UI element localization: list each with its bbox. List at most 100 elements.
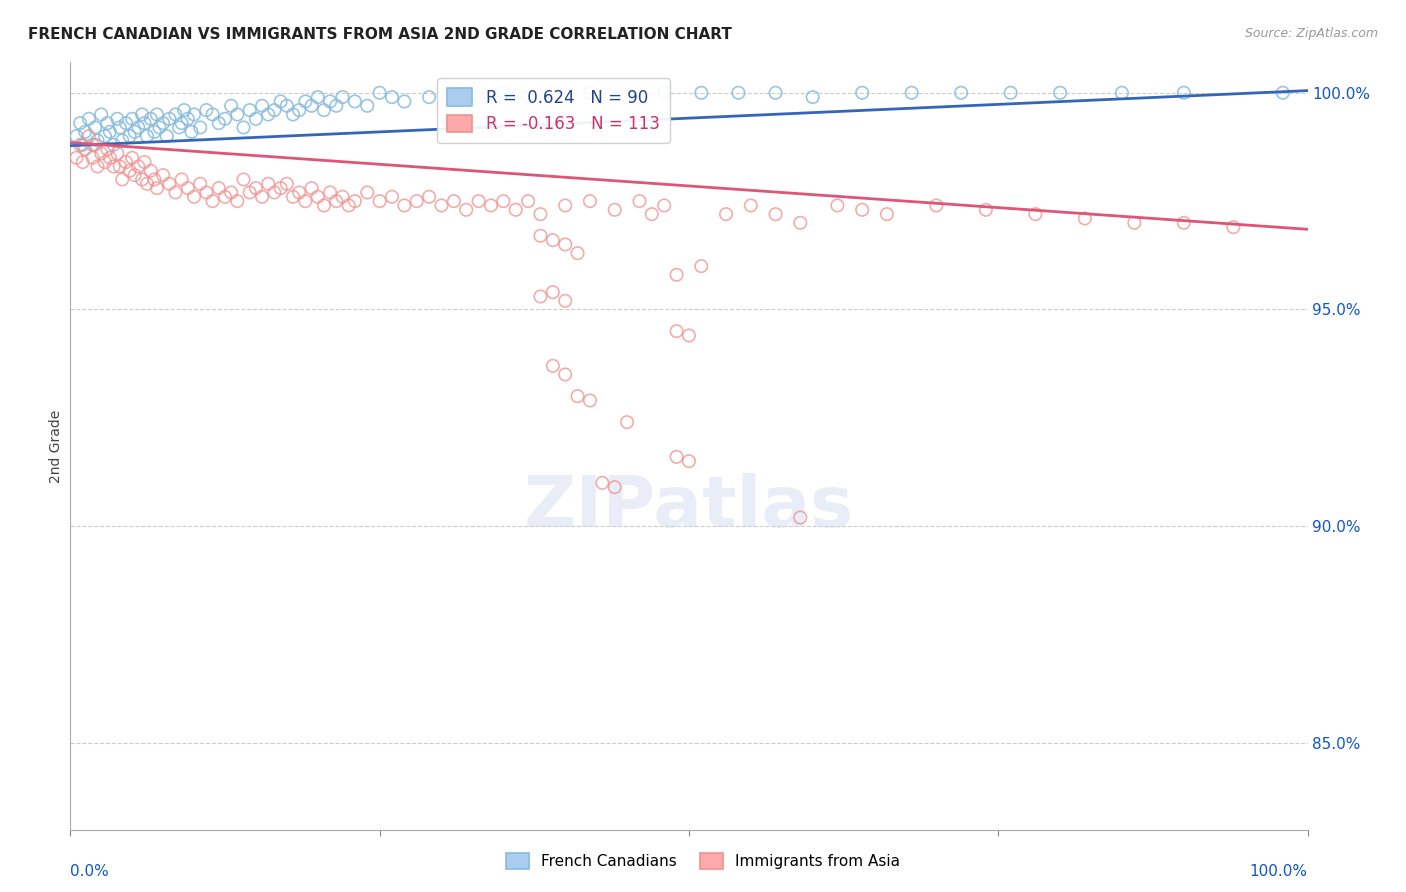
Point bbox=[900, 86, 922, 100]
Point bbox=[517, 194, 540, 208]
Point bbox=[381, 190, 404, 204]
Point bbox=[177, 112, 200, 126]
Point bbox=[263, 186, 285, 200]
Point bbox=[541, 233, 564, 247]
Point bbox=[851, 202, 873, 217]
Point bbox=[86, 133, 108, 147]
Point bbox=[146, 181, 169, 195]
Point bbox=[319, 95, 342, 109]
Point bbox=[226, 107, 249, 121]
Point bbox=[156, 129, 179, 144]
Point bbox=[143, 172, 166, 186]
Point bbox=[219, 99, 242, 113]
Point bbox=[1123, 216, 1146, 230]
Point bbox=[136, 129, 159, 144]
Point bbox=[579, 393, 602, 408]
Text: 0.0%: 0.0% bbox=[70, 864, 110, 880]
Point bbox=[467, 90, 489, 104]
Point bbox=[492, 194, 515, 208]
Point bbox=[115, 155, 138, 169]
Point bbox=[98, 125, 121, 139]
Point bbox=[146, 107, 169, 121]
Point bbox=[505, 202, 527, 217]
Point bbox=[690, 259, 713, 273]
Point bbox=[173, 103, 195, 117]
Point bbox=[690, 86, 713, 100]
Point bbox=[183, 107, 205, 121]
Point bbox=[103, 137, 125, 152]
Point bbox=[307, 90, 329, 104]
Point bbox=[226, 194, 249, 208]
Point bbox=[263, 103, 285, 117]
Point bbox=[319, 186, 342, 200]
Point bbox=[82, 151, 104, 165]
Point bbox=[789, 510, 811, 524]
Point bbox=[281, 190, 304, 204]
Point bbox=[257, 177, 280, 191]
Text: Source: ZipAtlas.com: Source: ZipAtlas.com bbox=[1244, 27, 1378, 40]
Point bbox=[443, 194, 465, 208]
Legend: French Canadians, Immigrants from Asia: French Canadians, Immigrants from Asia bbox=[501, 847, 905, 875]
Point bbox=[294, 95, 316, 109]
Point bbox=[368, 86, 391, 100]
Point bbox=[332, 190, 354, 204]
Point bbox=[1271, 86, 1294, 100]
Point bbox=[94, 155, 117, 169]
Point bbox=[124, 125, 146, 139]
Point bbox=[337, 198, 360, 212]
Point bbox=[554, 293, 576, 308]
Point bbox=[239, 186, 262, 200]
Point bbox=[219, 186, 242, 200]
Point bbox=[443, 86, 465, 100]
Point bbox=[250, 190, 273, 204]
Point bbox=[77, 112, 100, 126]
Point bbox=[270, 95, 292, 109]
Point bbox=[127, 120, 149, 135]
Point bbox=[827, 198, 849, 212]
Point bbox=[1222, 220, 1244, 235]
Point bbox=[368, 194, 391, 208]
Point bbox=[467, 194, 489, 208]
Point bbox=[167, 120, 190, 135]
Point bbox=[90, 107, 112, 121]
Point bbox=[1000, 86, 1022, 100]
Point bbox=[108, 120, 131, 135]
Point bbox=[1024, 207, 1046, 221]
Text: FRENCH CANADIAN VS IMMIGRANTS FROM ASIA 2ND GRADE CORRELATION CHART: FRENCH CANADIAN VS IMMIGRANTS FROM ASIA … bbox=[28, 27, 733, 42]
Point bbox=[276, 99, 298, 113]
Text: 100.0%: 100.0% bbox=[1250, 864, 1308, 880]
Point bbox=[72, 155, 94, 169]
Point bbox=[115, 116, 138, 130]
Point bbox=[288, 103, 311, 117]
Point bbox=[678, 454, 700, 468]
Point bbox=[111, 133, 134, 147]
Point bbox=[232, 172, 254, 186]
Point bbox=[195, 103, 218, 117]
Point bbox=[579, 194, 602, 208]
Point bbox=[232, 120, 254, 135]
Point bbox=[170, 172, 193, 186]
Point bbox=[69, 116, 91, 130]
Point bbox=[131, 107, 153, 121]
Point bbox=[82, 137, 104, 152]
Point bbox=[214, 190, 236, 204]
Point bbox=[405, 194, 427, 208]
Point bbox=[641, 207, 664, 221]
Point bbox=[139, 112, 162, 126]
Point bbox=[188, 177, 211, 191]
Point bbox=[851, 86, 873, 100]
Point bbox=[165, 107, 187, 121]
Point bbox=[529, 207, 551, 221]
Point bbox=[250, 99, 273, 113]
Point bbox=[98, 151, 121, 165]
Point bbox=[418, 190, 440, 204]
Point bbox=[118, 129, 141, 144]
Point bbox=[157, 177, 180, 191]
Point bbox=[332, 90, 354, 104]
Point bbox=[245, 112, 267, 126]
Point bbox=[312, 198, 335, 212]
Point bbox=[603, 202, 626, 217]
Point bbox=[394, 95, 416, 109]
Point bbox=[950, 86, 973, 100]
Point bbox=[529, 228, 551, 243]
